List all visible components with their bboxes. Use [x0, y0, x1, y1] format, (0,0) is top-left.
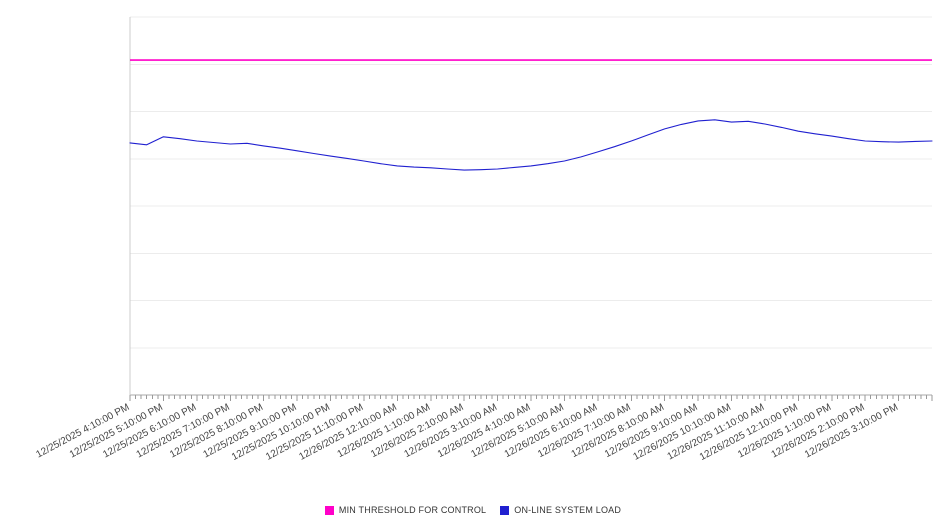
legend-item-load[interactable]: ON-LINE SYSTEM LOAD [500, 505, 621, 515]
legend-item-threshold[interactable]: MIN THRESHOLD FOR CONTROL [324, 505, 487, 515]
load-legend-swatch [500, 505, 510, 515]
threshold-legend-swatch [324, 505, 334, 515]
system-load-line [129, 119, 933, 171]
chart-legend: MIN THRESHOLD FOR CONTROL ON-LINE SYSTEM… [0, 500, 946, 520]
threshold-legend-label: MIN THRESHOLD FOR CONTROL [338, 505, 487, 515]
load-legend-label: ON-LINE SYSTEM LOAD [514, 505, 622, 515]
